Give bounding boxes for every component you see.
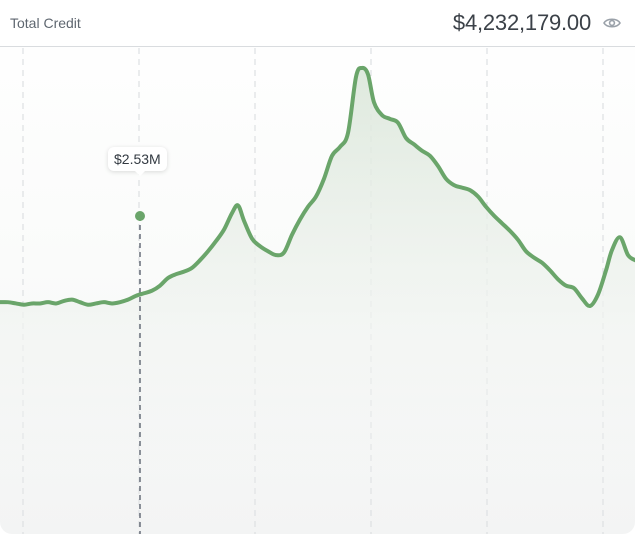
data-point	[428, 154, 432, 158]
data-point	[290, 233, 294, 237]
data-point	[70, 298, 74, 302]
data-point	[360, 66, 364, 70]
data-point	[118, 300, 122, 304]
data-point	[214, 239, 218, 243]
data-point	[610, 248, 614, 252]
data-point	[102, 300, 106, 304]
data-point	[198, 258, 202, 262]
data-point	[444, 177, 448, 181]
data-point	[242, 219, 246, 223]
data-point	[230, 211, 234, 215]
data-point	[604, 268, 608, 272]
data-point	[166, 276, 170, 280]
value-tooltip: $2.53M	[108, 147, 167, 176]
data-point	[126, 298, 130, 302]
data-point	[626, 253, 630, 257]
data-point	[322, 177, 326, 181]
data-point	[548, 268, 552, 272]
data-point	[354, 75, 358, 79]
amount-group: $4,232,179.00	[453, 10, 623, 36]
data-point	[404, 136, 408, 140]
data-point	[460, 186, 464, 190]
data-point	[222, 228, 226, 232]
data-point	[532, 256, 536, 260]
data-point	[190, 266, 194, 270]
data-point	[182, 270, 186, 274]
eye-icon-graphic	[603, 18, 621, 28]
data-point	[524, 249, 528, 253]
data-point	[436, 164, 440, 168]
data-point	[540, 261, 544, 265]
data-point	[492, 214, 496, 218]
data-point	[158, 284, 162, 288]
data-point	[556, 277, 560, 281]
data-point	[236, 203, 240, 207]
data-point	[484, 205, 488, 209]
data-point	[38, 301, 42, 305]
data-point	[572, 286, 576, 290]
data-point	[258, 244, 262, 248]
data-point	[54, 301, 58, 305]
data-point	[298, 217, 302, 221]
card-header: Total Credit $4,232,179.00	[0, 0, 635, 47]
data-point	[174, 272, 178, 276]
data-point	[110, 301, 114, 305]
data-point	[618, 235, 622, 239]
series-line	[0, 65, 635, 309]
data-point	[380, 113, 384, 117]
data-point	[388, 117, 392, 121]
data-point	[142, 291, 146, 295]
data-point	[62, 299, 66, 303]
data-point	[564, 284, 568, 288]
data-point	[346, 131, 350, 135]
data-point	[78, 300, 82, 304]
data-point	[516, 238, 520, 242]
data-point	[588, 304, 592, 308]
data-point	[314, 195, 318, 199]
data-point	[266, 249, 270, 253]
data-point	[412, 142, 416, 146]
card-title: Total Credit	[10, 15, 81, 31]
credit-line-chart[interactable]	[0, 48, 635, 534]
hover-point	[135, 211, 145, 221]
data-point	[30, 301, 34, 305]
data-point	[508, 229, 512, 233]
data-point	[6, 300, 10, 304]
data-point	[452, 183, 456, 187]
data-point	[46, 300, 50, 304]
data-point	[150, 289, 154, 293]
data-point	[282, 251, 286, 255]
total-amount: $4,232,179.00	[452, 10, 591, 35]
data-point	[306, 205, 310, 209]
area-fill	[0, 67, 635, 534]
data-point	[468, 188, 472, 192]
data-point	[206, 249, 210, 253]
data-point	[396, 121, 400, 125]
data-point	[330, 154, 334, 158]
data-point	[250, 237, 254, 241]
data-point	[274, 253, 278, 257]
data-point	[134, 294, 138, 298]
data-point	[580, 296, 584, 300]
data-point	[596, 293, 600, 297]
data-point	[420, 149, 424, 153]
data-point	[372, 100, 376, 104]
data-point	[500, 221, 504, 225]
data-point	[338, 145, 342, 149]
data-point	[476, 195, 480, 199]
data-point	[366, 72, 370, 76]
eye-icon[interactable]	[603, 13, 623, 33]
data-point	[14, 301, 18, 305]
data-point	[22, 303, 26, 307]
data-point	[94, 301, 98, 305]
data-point	[86, 303, 90, 307]
